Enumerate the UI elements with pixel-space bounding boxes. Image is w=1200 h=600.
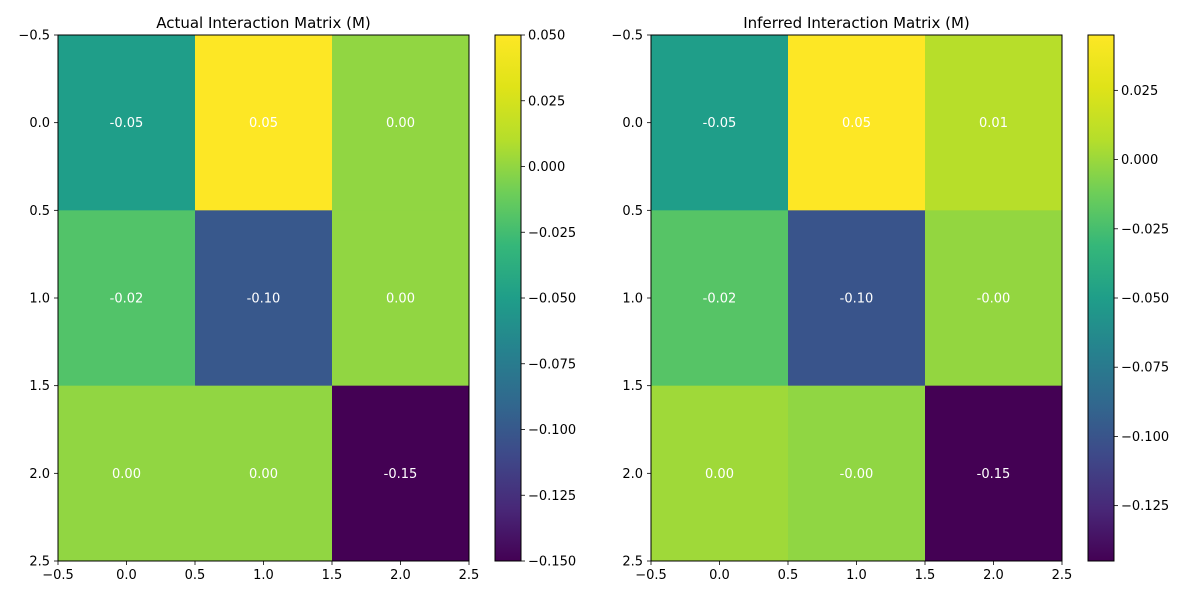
cell-label-r2-c2: -0.15 [384,467,418,482]
x-tick-label: 0.5 [185,568,206,583]
y-tick-label: 2.5 [622,555,643,570]
cell-label-r0-c0: -0.05 [703,116,737,131]
cell-label-r1-c1: -0.10 [840,292,874,307]
heatmap-cell-r1-c2 [925,210,1063,387]
colorbar-tick-label: 0.050 [528,29,565,44]
x-tick-label: 2.5 [459,568,480,583]
x-tick-label: 1.0 [846,568,867,583]
colorbar-actual: 0.050 0.025 0.000 −0.025 −0.050 −0.075 −0.100 −… [494,29,576,570]
y-tick-label: 2.0 [29,467,50,482]
colorbar-tick-label: −0.050 [1121,292,1169,307]
y-tick-label: 0.0 [622,116,643,131]
cell-label-r1-c1: -0.10 [247,292,281,307]
y-tick-label: 0.0 [29,116,50,131]
heatmap-cell-r0-c0 [58,35,196,211]
heatmap-cell-r2-c1 [788,385,926,562]
heatmap-cell-r2-c1 [195,385,333,562]
y-tick-label: 1.0 [29,292,50,307]
y-tick-label: 2.0 [622,467,643,482]
cell-label-r1-c0: -0.02 [110,292,144,307]
x-tick-label: 0.0 [116,568,137,583]
cell-label-r2-c1: 0.00 [249,467,278,482]
heatmap-cell-r0-c1 [788,35,926,211]
heatmap-cell-r2-c2 [925,385,1063,562]
cell-label-r1-c2: 0.00 [386,292,415,307]
y-tick-label: −0.5 [611,29,643,44]
colorbar-tick-label: −0.100 [1121,430,1169,445]
colorbar-tick-label: −0.050 [528,292,576,307]
colorbar-tick-label: −0.075 [528,357,576,372]
heatmap-panel-actual: Actual Interaction Matrix (M) -0.05 0.05 0… [18,14,576,583]
y-tick-label: 0.5 [622,204,643,219]
y-tick-label: 2.5 [29,555,50,570]
colorbar-tick-label: −0.075 [1121,361,1169,376]
x-tick-label: 0.0 [709,568,730,583]
cell-label-r0-c2: 0.00 [386,116,415,131]
heatmap-cell-r1-c0 [651,210,789,387]
colorbar-tick-label: −0.025 [528,226,576,241]
x-tick-label: 2.5 [1052,568,1073,583]
heatmap-cell-r0-c2 [925,35,1063,211]
x-tick-label: 2.0 [983,568,1004,583]
x-tick-label: 2.0 [390,568,411,583]
heatmap-cell-r0-c2 [332,35,470,211]
cell-label-r0-c1: 0.05 [249,116,278,131]
x-tick-label: 0.5 [778,568,799,583]
heatmap-cell-r2-c0 [651,385,789,562]
heatmap-cell-r0-c0 [651,35,789,211]
y-tick-label: −0.5 [18,29,50,44]
colorbar-tick-label: −0.025 [1121,222,1169,237]
heatmap-cell-r0-c1 [195,35,333,211]
colorbar-tick-label: 0.025 [1121,84,1158,99]
x-tick-label: −0.5 [42,568,74,583]
y-tick-label: 1.0 [622,292,643,307]
cell-label-r1-c2: -0.00 [977,292,1011,307]
heatmap-cell-r1-c1 [788,210,926,387]
y-tick-label: 1.5 [622,379,643,394]
plot-area-inferred: -0.05 0.05 0.01 -0.02 -0.10 -0.00 0.00 -0.00 -0.… [611,29,1072,584]
cell-label-r0-c2: 0.01 [979,116,1008,131]
cell-label-r0-c0: -0.05 [110,116,144,131]
cell-label-r1-c0: -0.02 [703,292,737,307]
colorbar-tick-label: −0.125 [1121,499,1169,514]
heatmap-cell-r1-c1 [195,210,333,387]
chart-title-inferred: Inferred Interaction Matrix (M) [743,14,970,32]
chart-title-actual: Actual Interaction Matrix (M) [156,14,371,32]
x-tick-label: 1.5 [915,568,936,583]
colorbar-gradient [495,35,521,561]
heatmap-cell-r2-c0 [58,385,196,562]
heatmap-cell-r1-c2 [332,210,470,387]
x-tick-label: 1.5 [322,568,343,583]
colorbar-tick-label: −0.150 [528,555,576,570]
cell-label-r2-c2: -0.15 [977,467,1011,482]
colorbar-tick-label: 0.000 [528,160,565,175]
cell-label-r2-c1: -0.00 [840,467,874,482]
x-tick-label: −0.5 [635,568,667,583]
y-tick-label: 1.5 [29,379,50,394]
colorbar-tick-label: 0.025 [528,94,565,109]
heatmap-cell-r1-c0 [58,210,196,387]
y-tick-label: 0.5 [29,204,50,219]
colorbar-tick-label: −0.100 [528,423,576,438]
cell-label-r2-c0: 0.00 [705,467,734,482]
cell-label-r2-c0: 0.00 [112,467,141,482]
heatmap-cell-r2-c2 [332,385,470,562]
colorbar-tick-label: −0.125 [528,489,576,504]
plot-area-actual: -0.05 0.05 0.00 -0.02 -0.10 0.00 0.00 0.00 -0.15… [18,29,479,584]
colorbar-inferred: 0.025 0.000 −0.025 −0.050 −0.075 −0.100 −0.125 [1087,34,1169,562]
x-tick-label: 1.0 [253,568,274,583]
cell-label-r0-c1: 0.05 [842,116,871,131]
colorbar-gradient [1088,35,1114,561]
heatmap-panel-inferred: Inferred Interaction Matrix (M) -0.05 0.0… [611,14,1169,583]
colorbar-tick-label: 0.000 [1121,153,1158,168]
